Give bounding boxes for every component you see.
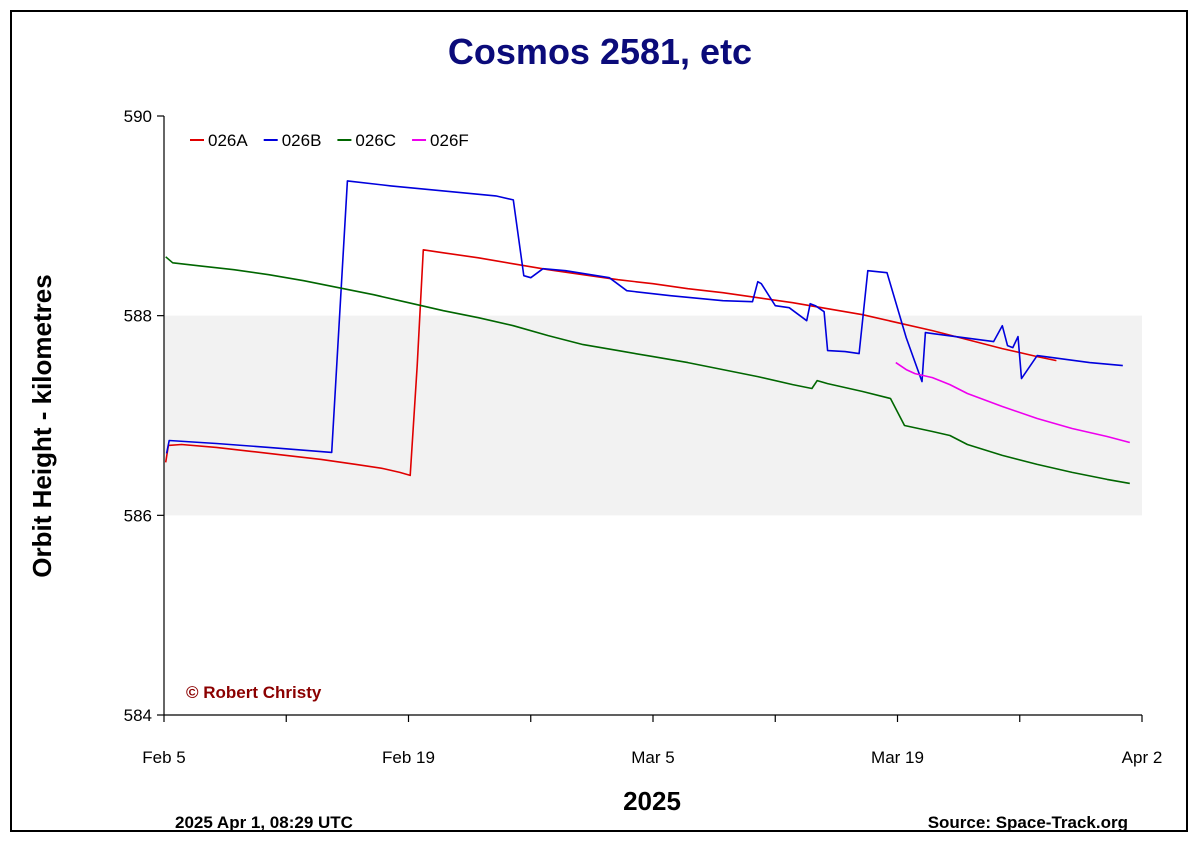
chart-title: Cosmos 2581, etc [448, 31, 752, 72]
x-axis-title: 2025 [623, 786, 681, 816]
legend-label: 026B [282, 131, 322, 150]
legend-item-026A: 026A [190, 131, 248, 150]
legend-item-026B: 026B [263, 131, 322, 150]
y-tick-label: 586 [124, 506, 152, 525]
legend-item-026C: 026C [337, 131, 396, 150]
shaded-band [164, 315, 1142, 516]
timestamp: 2025 Apr 1, 08:29 UTC [175, 813, 353, 832]
x-tick-label: Mar 5 [631, 748, 674, 767]
source-note: Source: Space-Track.org [928, 813, 1128, 832]
y-axis-title: Orbit Height - kilometres [27, 274, 57, 577]
x-tick-label: Mar 19 [871, 748, 924, 767]
copyright-credit: © Robert Christy [186, 683, 322, 702]
series-line-026C [165, 256, 1130, 485]
y-tick-label: 588 [124, 307, 152, 326]
y-tick-label: 590 [124, 107, 152, 126]
legend-label: 026F [430, 131, 469, 150]
y-tick-label: 584 [124, 706, 152, 725]
series-line-026B [165, 180, 1123, 454]
legend-label: 026C [355, 131, 396, 150]
legend-item-026F: 026F [412, 131, 469, 150]
x-tick-label: Feb 5 [142, 748, 185, 767]
chart-frame [10, 10, 1188, 832]
legend-label: 026A [208, 131, 248, 150]
x-tick-label: Feb 19 [382, 748, 435, 767]
x-tick-label: Apr 2 [1122, 748, 1163, 767]
series-line-026F [895, 361, 1131, 444]
series-line-026A [164, 249, 1057, 477]
legend: 026A 026B 026C 026F [190, 131, 469, 150]
